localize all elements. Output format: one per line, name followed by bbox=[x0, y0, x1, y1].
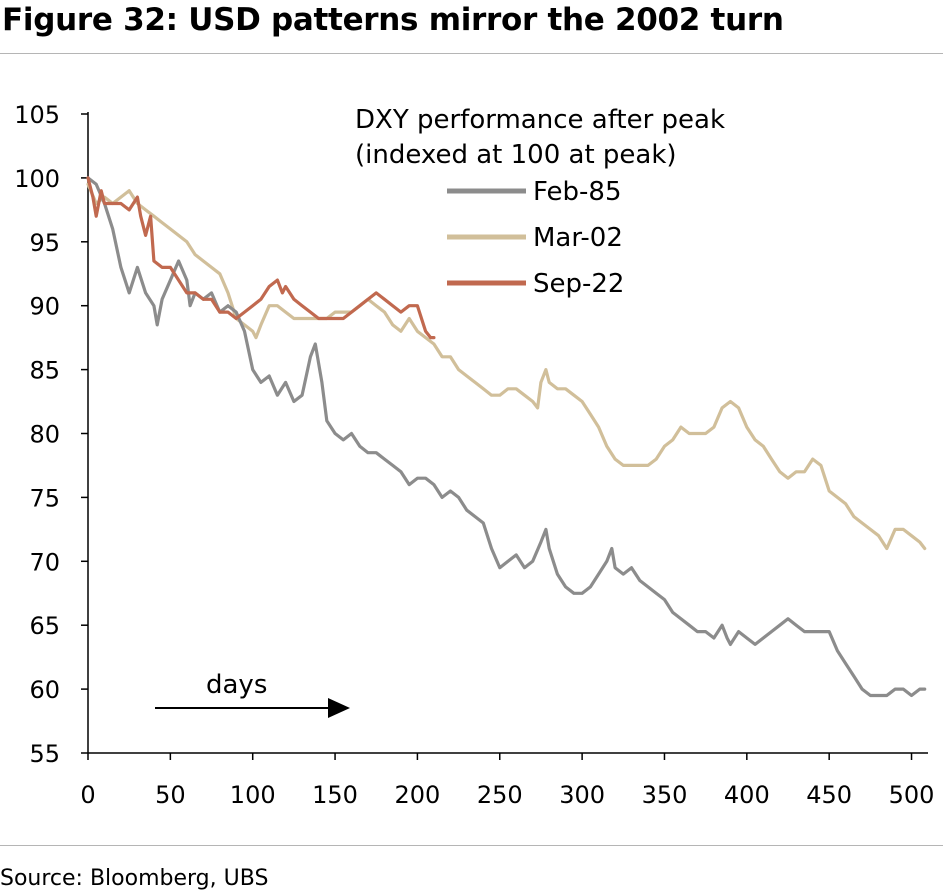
x-annotation-days: days bbox=[206, 670, 267, 700]
x-tick-label: 450 bbox=[806, 781, 852, 809]
legend-label-mar-02: Mar-02 bbox=[533, 223, 623, 253]
series-line-mar-02 bbox=[86, 182, 927, 551]
x-tick-label: 100 bbox=[230, 781, 276, 809]
days-arrow-head bbox=[328, 698, 350, 718]
chart-legend: Feb-85 Mar-02 Sep-22 bbox=[447, 177, 624, 299]
tick-labels: 55 60 65 70 75 80 85 90 95 100 105 0 50 100 150 200 250 3… bbox=[14, 101, 934, 809]
y-tick-label: 105 bbox=[14, 101, 60, 129]
x-tick-label: 250 bbox=[477, 781, 523, 809]
x-tick-label: 0 bbox=[80, 781, 95, 809]
x-tick-label: 350 bbox=[642, 781, 688, 809]
y-tick-label: 70 bbox=[29, 548, 60, 576]
y-tick-label: 100 bbox=[14, 165, 60, 193]
top-rule bbox=[0, 53, 943, 54]
x-tick-label: 200 bbox=[395, 781, 441, 809]
legend-label-sep-22: Sep-22 bbox=[533, 269, 624, 299]
chart-annotations: DXY performance after peak (indexed at 1… bbox=[155, 105, 725, 718]
y-tick-label: 85 bbox=[29, 357, 60, 385]
y-tick-label: 90 bbox=[29, 293, 60, 321]
y-tick-label: 60 bbox=[29, 676, 60, 704]
bottom-rule bbox=[0, 845, 943, 846]
annotation-line-1: DXY performance after peak bbox=[355, 105, 725, 135]
x-tick-label: 500 bbox=[889, 781, 935, 809]
y-tick-label: 75 bbox=[29, 484, 60, 512]
series-line-sep-22 bbox=[86, 176, 436, 340]
x-tick-label: 50 bbox=[155, 781, 186, 809]
y-tick-label: 80 bbox=[29, 421, 60, 449]
y-tick-label: 95 bbox=[29, 229, 60, 257]
x-tick-label: 300 bbox=[559, 781, 605, 809]
x-tick-label: 150 bbox=[312, 781, 358, 809]
y-tick-label: 55 bbox=[29, 740, 60, 768]
x-tick-label: 400 bbox=[724, 781, 770, 809]
figure-title: Figure 32: USD patterns mirror the 2002 … bbox=[2, 2, 784, 38]
source-note: Source: Bloomberg, UBS bbox=[0, 866, 269, 891]
legend-label-feb-85: Feb-85 bbox=[533, 177, 622, 207]
y-tick-label: 65 bbox=[29, 612, 60, 640]
dxy-line-chart: 55 60 65 70 75 80 85 90 95 100 105 0 50 100 150 200 250 3… bbox=[14, 101, 934, 809]
series-line-feb-85 bbox=[86, 176, 927, 698]
chart-axes bbox=[81, 112, 928, 760]
annotation-line-2: (indexed at 100 at peak) bbox=[355, 140, 677, 170]
series-lines bbox=[86, 176, 927, 698]
